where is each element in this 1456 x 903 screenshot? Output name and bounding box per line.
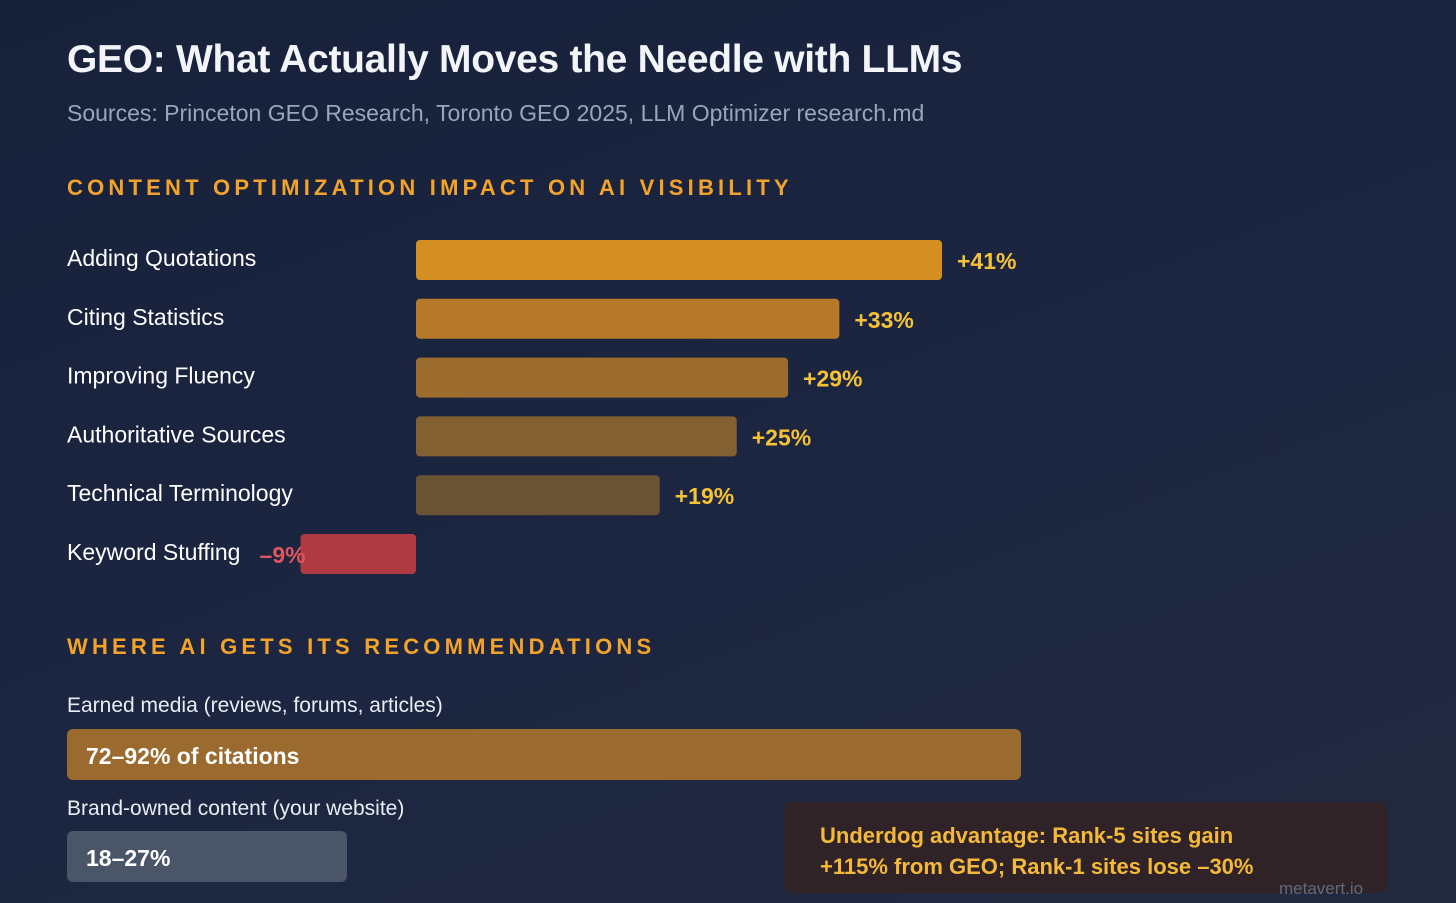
sources-section-heading: WHERE AI GETS ITS RECOMMENDATIONS [67, 634, 656, 659]
bar-value-citing-statistics: +33% [854, 307, 913, 333]
bar-label-technical-terminology: Technical Terminology [67, 480, 293, 506]
page-subtitle: Sources: Princeton GEO Research, Toronto… [67, 100, 925, 126]
bar-adding-quotations [416, 240, 942, 280]
bar-keyword-stuffing [300, 534, 416, 574]
underdog-callout: Underdog advantage: Rank-5 sites gain +1… [784, 802, 1388, 893]
bar-value-improving-fluency: +29% [803, 366, 862, 392]
earned-media-bar: 72–92% of citations [67, 729, 1021, 780]
brand-owned-label: Brand-owned content (your website) [67, 797, 405, 820]
bar-citing-statistics [416, 298, 840, 339]
brand-owned-bar: 18–27% [67, 831, 347, 882]
bar-label-keyword-stuffing: Keyword Stuffing [67, 539, 240, 565]
bar-value-keyword-stuffing: –9% [260, 542, 306, 568]
impact-bar-chart: Adding Quotations +41% Citing Statistics +3… [67, 240, 1017, 574]
bar-label-citing-statistics: Citing Statistics [67, 304, 224, 330]
bar-label-adding-quotations: Adding Quotations [67, 245, 256, 271]
bar-technical-terminology [416, 475, 660, 516]
bar-improving-fluency [416, 357, 789, 398]
bar-label-authoritative-sources: Authoritative Sources [67, 421, 286, 447]
callout-line-1: Underdog advantage: Rank-5 sites gain [820, 823, 1234, 848]
bar-authoritative-sources [416, 416, 737, 457]
bar-value-authoritative-sources: +25% [752, 424, 811, 450]
impact-section-heading: CONTENT OPTIMIZATION IMPACT ON AI VISIBI… [67, 175, 793, 200]
page-title: GEO: What Actually Moves the Needle with… [67, 38, 963, 81]
bar-label-improving-fluency: Improving Fluency [67, 363, 255, 389]
watermark: metavert.io [1279, 879, 1364, 898]
earned-media-label: Earned media (reviews, forums, articles) [67, 694, 443, 717]
bar-value-technical-terminology: +19% [675, 483, 734, 509]
bar-value-adding-quotations: +41% [957, 248, 1016, 274]
callout-line-2: +115% from GEO; Rank-1 sites lose –30% [820, 854, 1254, 879]
